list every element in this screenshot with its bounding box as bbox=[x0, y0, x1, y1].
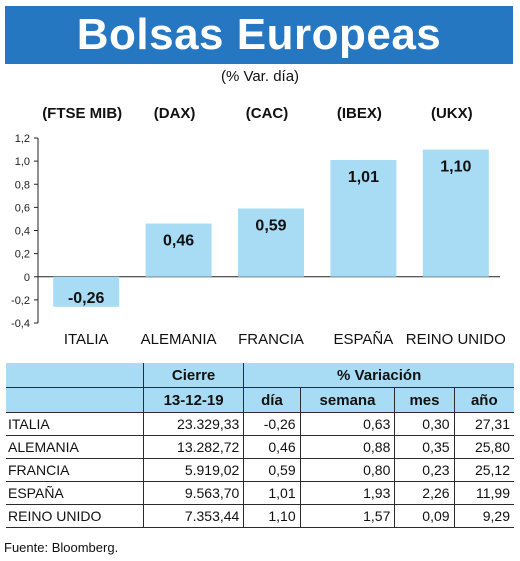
header-dia: día bbox=[243, 387, 301, 413]
bar-value-label: -0,26 bbox=[68, 290, 105, 307]
table-row: FRANCIA 5.919,02 0,59 0,80 0,23 25,12 bbox=[6, 458, 514, 482]
cell-dia: 0,46 bbox=[243, 435, 301, 459]
header-semana: semana bbox=[299, 387, 395, 413]
table-corner-2 bbox=[6, 387, 144, 413]
chart-subtitle: (% Var. día) bbox=[220, 68, 300, 85]
bar bbox=[145, 223, 212, 277]
y-tick-label: 0,6 bbox=[15, 202, 30, 214]
cell-anio: 25,12 bbox=[453, 458, 514, 482]
ticker-label: (DAX) bbox=[154, 105, 196, 122]
bar-chart: 1,2 1,0 0,8 0,6 0,4 0,2 0 -0,2 -0,4 -0,26 (FTSE MI… bbox=[11, 105, 506, 348]
ticker-label: (UKX) bbox=[431, 105, 473, 122]
y-tick-label: 1,0 bbox=[15, 156, 30, 168]
cell-country: ESPAÑA bbox=[6, 481, 144, 505]
cell-dia: -0,26 bbox=[243, 412, 301, 436]
table-column-header-row: 13-12-19 día semana mes año bbox=[6, 387, 514, 413]
bar bbox=[238, 208, 304, 277]
cell-dia: 1,01 bbox=[243, 481, 301, 505]
cell-country: ALEMANIA bbox=[6, 435, 144, 459]
cell-country: ITALIA bbox=[6, 412, 144, 436]
title-banner: Bolsas Europeas bbox=[5, 6, 513, 64]
header-cierre: Cierre bbox=[142, 363, 244, 388]
header-date: 13-12-19 bbox=[142, 387, 244, 413]
cell-anio: 9,29 bbox=[453, 504, 514, 528]
header-variacion: % Variación bbox=[243, 363, 514, 388]
x-category-label: ESPAÑA bbox=[334, 331, 394, 348]
y-tick-label: 1,2 bbox=[15, 133, 30, 145]
x-category-label: FRANCIA bbox=[238, 331, 304, 348]
bar bbox=[330, 159, 397, 277]
cell-mes: 2,26 bbox=[394, 481, 455, 505]
cell-semana: 0,80 bbox=[299, 458, 395, 482]
bar bbox=[53, 276, 120, 307]
cell-cierre: 9.563,70 bbox=[142, 481, 244, 505]
cell-mes: 0,09 bbox=[394, 504, 455, 528]
ticker-label: (IBEX) bbox=[337, 105, 382, 122]
cell-anio: 11,99 bbox=[453, 481, 514, 505]
table-group-header-row: Cierre % Variación bbox=[6, 363, 514, 388]
cell-semana: 1,93 bbox=[299, 481, 395, 505]
table-row: ESPAÑA 9.563,70 1,01 1,93 2,26 11,99 bbox=[6, 481, 514, 505]
cell-mes: 0,35 bbox=[394, 435, 455, 459]
header-mes: mes bbox=[394, 387, 455, 413]
cell-semana: 0,63 bbox=[299, 412, 395, 436]
cell-cierre: 5.919,02 bbox=[142, 458, 244, 482]
bar-value-label: 1,01 bbox=[348, 169, 379, 186]
cell-anio: 27,31 bbox=[453, 412, 514, 436]
table-row: REINO UNIDO 7.353,44 1,10 1,57 0,09 9,29 bbox=[6, 504, 514, 528]
cell-mes: 0,30 bbox=[394, 412, 455, 436]
ticker-label: (CAC) bbox=[246, 105, 289, 122]
table-corner bbox=[6, 363, 144, 388]
cell-dia: 1,10 bbox=[243, 504, 301, 528]
page-title: Bolsas Europeas bbox=[76, 10, 442, 59]
cell-mes: 0,23 bbox=[394, 458, 455, 482]
cell-cierre: 23.329,33 bbox=[142, 412, 244, 436]
source-note: Fuente: Bloomberg. bbox=[4, 540, 119, 555]
bar-value-label: 0,46 bbox=[163, 233, 194, 250]
x-category-label: ITALIA bbox=[64, 331, 109, 348]
cell-anio: 25,80 bbox=[453, 435, 514, 459]
y-tick-label: 0,4 bbox=[15, 226, 30, 238]
cell-cierre: 7.353,44 bbox=[142, 504, 244, 528]
y-tick-label: -0,2 bbox=[11, 295, 30, 307]
table-row: ITALIA 23.329,33 -0,26 0,63 0,30 27,31 bbox=[6, 412, 514, 436]
bar-value-label: 0,59 bbox=[255, 218, 286, 235]
header-anio: año bbox=[453, 387, 514, 413]
cell-semana: 0,88 bbox=[299, 435, 395, 459]
y-tick-label: 0,2 bbox=[15, 249, 30, 261]
bar bbox=[422, 149, 489, 277]
cell-dia: 0,59 bbox=[243, 458, 301, 482]
x-category-label: REINO UNIDO bbox=[406, 331, 506, 348]
bar-value-label: 1,10 bbox=[440, 159, 471, 176]
y-tick-label: 0,8 bbox=[15, 179, 30, 191]
y-tick-label: 0 bbox=[24, 272, 30, 284]
markets-table: Cierre % Variación 13-12-19 día semana m… bbox=[6, 363, 514, 528]
table-row: ALEMANIA 13.282,72 0,46 0,88 0,35 25,80 bbox=[6, 435, 514, 459]
cell-cierre: 13.282,72 bbox=[142, 435, 244, 459]
ticker-label: (FTSE MIB) bbox=[42, 105, 122, 122]
x-category-label: ALEMANIA bbox=[141, 331, 217, 348]
y-tick-label: -0,4 bbox=[11, 318, 30, 330]
cell-semana: 1,57 bbox=[299, 504, 395, 528]
cell-country: FRANCIA bbox=[6, 458, 144, 482]
cell-country: REINO UNIDO bbox=[6, 504, 144, 528]
